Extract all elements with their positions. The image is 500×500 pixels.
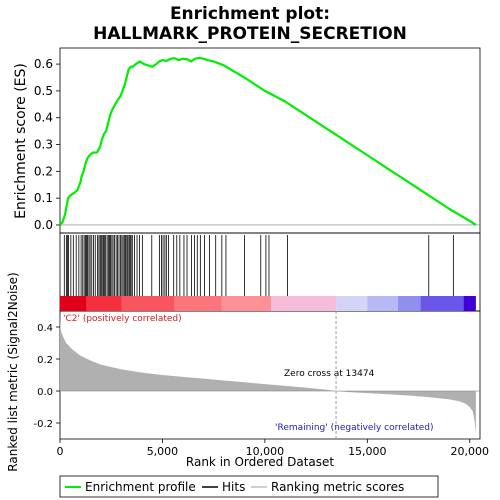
es-tick-label: 0.1: [34, 191, 53, 205]
es-tick-label: 0.3: [34, 138, 53, 152]
heatmap-segment: [398, 296, 421, 311]
es-tick-label: 0.2: [34, 164, 53, 178]
metric-tick-label: 0.0: [37, 387, 53, 398]
legend-entry-profile: Enrichment profile: [85, 480, 196, 494]
x-axis-label: Rank in Ordered Dataset: [186, 455, 334, 469]
heatmap-segment: [86, 296, 122, 311]
heatmap-segment: [60, 296, 87, 311]
chart-title-line2: HALLMARK_PROTEIN_SECRETION: [93, 24, 407, 44]
es-panel-frame: [59, 47, 481, 234]
heatmap-segment: [174, 296, 222, 311]
x-tick-label: 20,000: [451, 445, 490, 458]
ranked-metric-fill: [60, 314, 476, 435]
heatmap-segment: [336, 296, 368, 311]
metric-tick-label: -0.2: [33, 419, 53, 430]
legend-box: [59, 475, 439, 498]
es-tick-label: 0.5: [34, 84, 53, 98]
x-tick-label: 15,000: [348, 445, 387, 458]
heatmap-segment: [463, 296, 476, 311]
negative-correlation-label: 'Remaining' (negatively correlated): [275, 423, 434, 433]
legend-entry-metric: Ranking metric scores: [271, 480, 404, 494]
x-tick-label: 5,000: [147, 445, 179, 458]
legend-entry-hits: Hits: [222, 480, 245, 494]
rank-heatmap-bar: [60, 296, 476, 311]
enrichment-profile-line: [59, 56, 477, 226]
metric-tick-label: 0.2: [37, 355, 53, 366]
es-axis-ticks: 0.0 0.1 0.2 0.3 0.4 0.5 0.6: [34, 57, 60, 232]
x-tick-label: 0: [57, 445, 64, 458]
metric-tick-label: 0.4: [37, 323, 53, 334]
hit-markers: [63, 235, 454, 296]
heatmap-segment: [221, 296, 272, 311]
enrichment-profile-series: [59, 56, 480, 226]
x-axis-ticks: 0 5,000 10,000 15,000 20,000: [57, 439, 490, 458]
es-tick-label: 0.0: [34, 218, 53, 232]
x-tick-label: 10,000: [246, 445, 285, 458]
heatmap-segment: [121, 296, 175, 311]
heatmap-segment: [420, 296, 464, 311]
heatmap-segment: [271, 296, 337, 311]
zero-cross-label: Zero cross at 13474: [284, 369, 375, 379]
chart-title-line1: Enrichment plot:: [170, 4, 330, 24]
es-tick-label: 0.4: [34, 111, 53, 125]
metric-y-axis-label: Ranked list metric (Signal2Noise): [6, 272, 20, 471]
ranked-metric-area: [60, 311, 480, 439]
es-tick-label: 0.6: [34, 57, 53, 71]
heatmap-segment: [367, 296, 399, 311]
es-y-axis-label: Enrichment score (ES): [13, 63, 29, 219]
positive-correlation-label: 'C2' (positively correlated): [63, 314, 182, 324]
metric-axis-ticks: -0.2 0.0 0.2 0.4: [33, 323, 60, 430]
